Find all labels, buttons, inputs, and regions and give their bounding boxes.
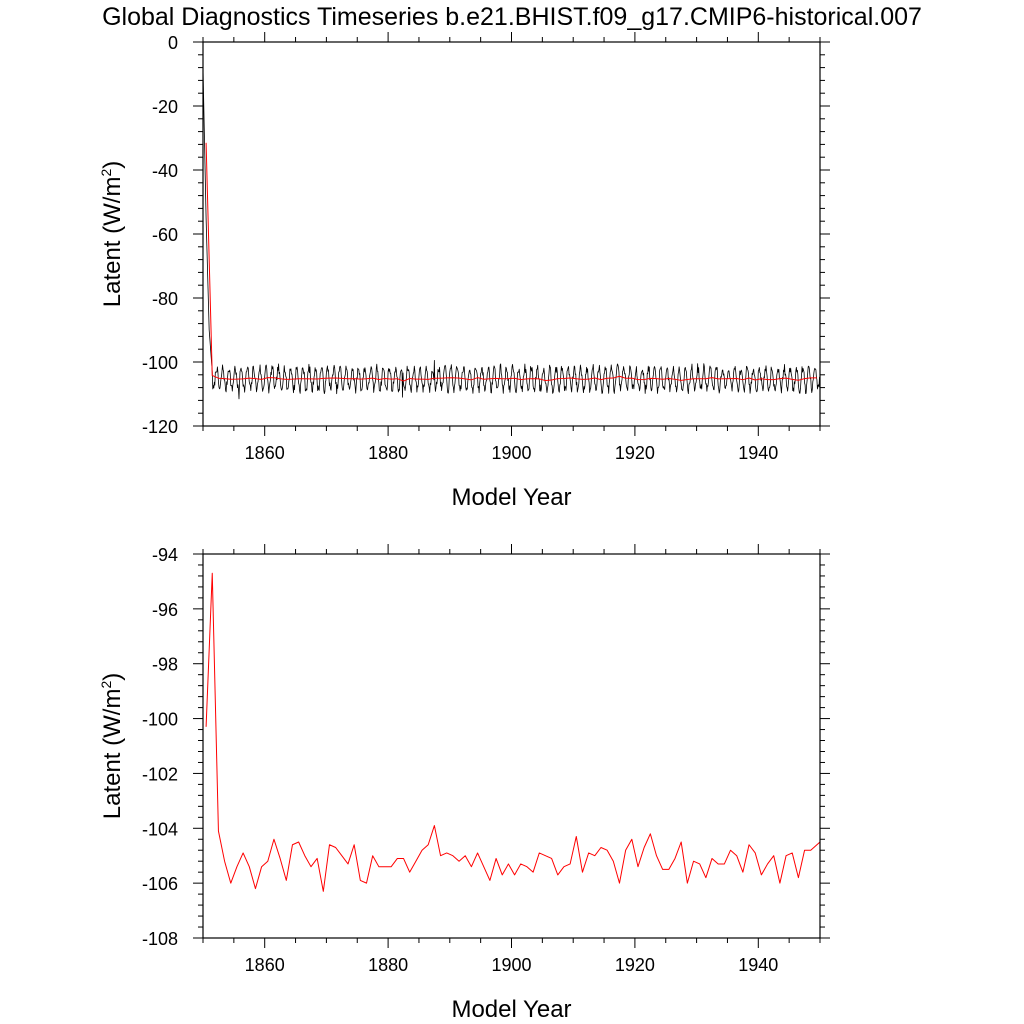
series-0-line bbox=[202, 67, 821, 400]
y-tick-label: -98 bbox=[152, 655, 178, 675]
chart-title: Global Diagnostics Timeseries b.e21.BHIS… bbox=[102, 3, 922, 31]
top-y-axis-label: Latent (W/m2) bbox=[98, 161, 126, 308]
y-tick-label: -96 bbox=[152, 600, 178, 620]
y-tick-label: -120 bbox=[142, 417, 178, 437]
x-tick-label: 1920 bbox=[615, 443, 655, 463]
bottom-x-axis-label: Model Year bbox=[451, 996, 571, 1023]
bottom-panel: 1860 1880 1900 1920 1940 -94 -96 -98 -100 -102 -10… bbox=[98, 544, 830, 1023]
top-y-axis-label-sup: 2 bbox=[98, 169, 114, 177]
top-y-axis-label-close: ) bbox=[99, 161, 126, 169]
bottom-panel-ticks: 1860 1880 1900 1920 1940 -94 -96 -98 -100 -102 -10… bbox=[142, 544, 830, 975]
bottom-y-axis-label-close: ) bbox=[99, 673, 126, 681]
series-1-line bbox=[205, 142, 817, 382]
top-y-axis-label-text: Latent (W/m bbox=[99, 177, 126, 308]
x-tick-label: 1900 bbox=[491, 443, 531, 463]
y-tick-label: -104 bbox=[142, 819, 178, 839]
y-tick-label: -100 bbox=[142, 353, 178, 373]
bottom-y-axis-label-sup: 2 bbox=[98, 681, 114, 689]
top-x-axis-label: Model Year bbox=[451, 484, 571, 511]
x-tick-label: 1880 bbox=[368, 955, 408, 975]
top-panel-ticks: 1860 1880 1900 1920 1940 0 -20 -40 -60 -80 -100 -12… bbox=[142, 32, 830, 463]
x-tick-label: 1940 bbox=[738, 443, 778, 463]
bottom-panel-marks bbox=[205, 572, 821, 892]
top-panel: 1860 1880 1900 1920 1940 0 -20 -40 -60 -80 -100 -12… bbox=[98, 32, 830, 511]
series-0-line bbox=[205, 572, 821, 892]
y-tick-label: 0 bbox=[168, 33, 178, 53]
y-tick-label: -40 bbox=[152, 161, 178, 181]
x-tick-label: 1900 bbox=[491, 955, 531, 975]
x-tick-label: 1860 bbox=[245, 955, 285, 975]
y-tick-label: -94 bbox=[152, 545, 178, 565]
y-tick-label: -106 bbox=[142, 874, 178, 894]
y-tick-label: -108 bbox=[142, 929, 178, 949]
x-tick-label: 1880 bbox=[368, 443, 408, 463]
x-tick-label: 1920 bbox=[615, 955, 655, 975]
y-tick-label: -102 bbox=[142, 764, 178, 784]
y-tick-label: -80 bbox=[152, 289, 178, 309]
top-plot-frame bbox=[202, 41, 821, 427]
bottom-y-axis-label: Latent (W/m2) bbox=[98, 673, 126, 820]
x-tick-label: 1940 bbox=[738, 955, 778, 975]
top-panel-marks bbox=[202, 67, 821, 400]
y-tick-label: -100 bbox=[142, 710, 178, 730]
x-tick-label: 1860 bbox=[245, 443, 285, 463]
y-tick-label: -60 bbox=[152, 225, 178, 245]
bottom-plot-frame bbox=[202, 553, 821, 939]
y-tick-label: -20 bbox=[152, 97, 178, 117]
bottom-y-axis-label-text: Latent (W/m bbox=[99, 689, 126, 820]
